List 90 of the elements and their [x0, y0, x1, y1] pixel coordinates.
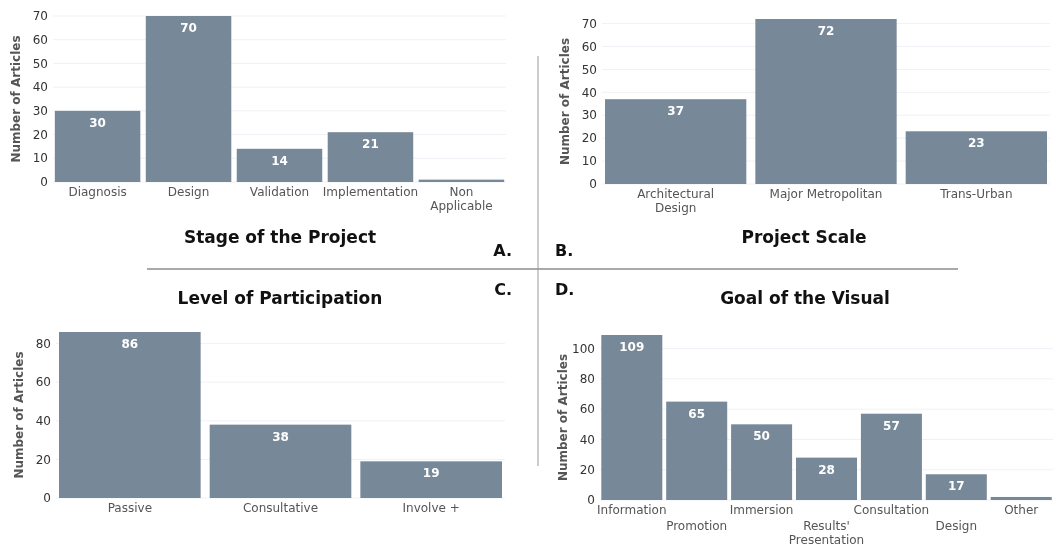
bar [990, 496, 1052, 500]
y-axis-title: Number of Articles [556, 353, 570, 482]
x-tick-label: Promotion [666, 519, 728, 533]
x-tick-label: Other [1004, 503, 1039, 517]
data-label: 65 [688, 406, 706, 421]
y-tick-label: 0 [589, 177, 597, 192]
y-tick-label: 20 [32, 127, 48, 142]
y-tick-label: 60 [32, 32, 48, 47]
y-axis-title: Number of Articles [9, 35, 23, 163]
text: A. [493, 241, 512, 260]
y-tick-label: 50 [581, 62, 597, 77]
data-label: 72 [817, 24, 835, 38]
data-label: 38 [272, 429, 289, 444]
x-tick-label: Architectural Design [637, 187, 715, 215]
text: D. [555, 280, 575, 299]
y-tick-label: 20 [35, 452, 51, 467]
data-label: 109 [619, 340, 645, 354]
x-tick-label: Non Applicable [430, 185, 493, 213]
bar [605, 99, 747, 184]
data-label: 57 [883, 418, 900, 433]
data-label: 86 [121, 337, 139, 351]
x-tick-label: Immersion [729, 503, 794, 517]
y-tick-label: 40 [579, 432, 595, 447]
x-tick-label: Trans-Urban [939, 187, 1013, 201]
y-tick-label: 0 [587, 493, 595, 508]
y-tick-label: 40 [35, 413, 51, 428]
x-tick-label: Implementation [322, 185, 419, 199]
data-label: 21 [362, 137, 379, 152]
chart-title: Goal of the Visual [720, 288, 890, 308]
y-axis-title: Number of Articles [558, 37, 572, 166]
bar [327, 132, 414, 182]
x-tick-label: Consultative [242, 501, 319, 515]
text: C. [494, 280, 512, 299]
x-tick-label: Major Metropolitan [769, 187, 883, 201]
data-label: 30 [89, 115, 106, 130]
bar [236, 148, 323, 182]
data-label: 17 [947, 479, 965, 494]
data-label: 37 [667, 104, 685, 119]
x-tick-label: Design [167, 185, 210, 199]
data-label: 70 [180, 21, 197, 35]
bar [666, 401, 728, 500]
chart-title: Level of Participation [177, 288, 383, 308]
y-tick-label: 40 [581, 85, 597, 100]
bar [145, 16, 232, 182]
bar [796, 457, 857, 500]
x-tick-label: Results' Presentation [788, 519, 865, 547]
y-tick-label: 70 [32, 9, 48, 24]
y-tick-label: 30 [581, 108, 597, 123]
y-tick-label: 10 [32, 151, 48, 166]
data-label: 28 [818, 462, 835, 477]
data-label: 23 [967, 136, 985, 151]
data-label: 19 [422, 466, 440, 481]
x-tick-label: Consultation [853, 503, 930, 517]
y-tick-label: 60 [581, 39, 597, 54]
data-label: 14 [271, 153, 288, 168]
text: B. [555, 241, 574, 260]
y-tick-label: 30 [32, 104, 48, 119]
y-tick-label: 80 [35, 336, 51, 351]
bar [54, 110, 141, 182]
y-tick-label: 10 [581, 154, 597, 169]
bar [755, 19, 897, 184]
bar [59, 332, 201, 498]
bar [731, 424, 793, 500]
text: Project Scale [741, 227, 867, 247]
x-tick-label: Validation [249, 185, 310, 199]
text: Stage of the Project [183, 227, 377, 247]
y-tick-label: 60 [579, 402, 595, 417]
data-label: 50 [753, 429, 770, 444]
x-tick-label: Information [597, 503, 667, 517]
bar [209, 424, 352, 498]
bar [360, 461, 502, 498]
bar [905, 131, 1047, 184]
y-tick-label: 60 [35, 375, 51, 390]
y-tick-label: 50 [32, 56, 48, 71]
x-tick-label: Diagnosis [68, 185, 127, 199]
y-axis-title: Number of Articles [12, 351, 26, 479]
y-tick-label: 0 [40, 175, 48, 190]
y-tick-label: 40 [32, 80, 48, 95]
y-tick-label: 100 [572, 341, 595, 356]
x-tick-label: Design [935, 519, 978, 533]
bar [925, 474, 987, 500]
y-tick-label: 80 [579, 372, 595, 387]
y-tick-label: 0 [43, 491, 51, 506]
y-tick-label: 20 [581, 131, 597, 146]
y-tick-label: 70 [581, 16, 597, 31]
x-tick-label: Passive [107, 501, 153, 515]
bar [601, 335, 663, 500]
x-tick-label: Involve + [402, 501, 460, 515]
y-tick-label: 20 [579, 462, 595, 477]
bar [860, 413, 922, 500]
